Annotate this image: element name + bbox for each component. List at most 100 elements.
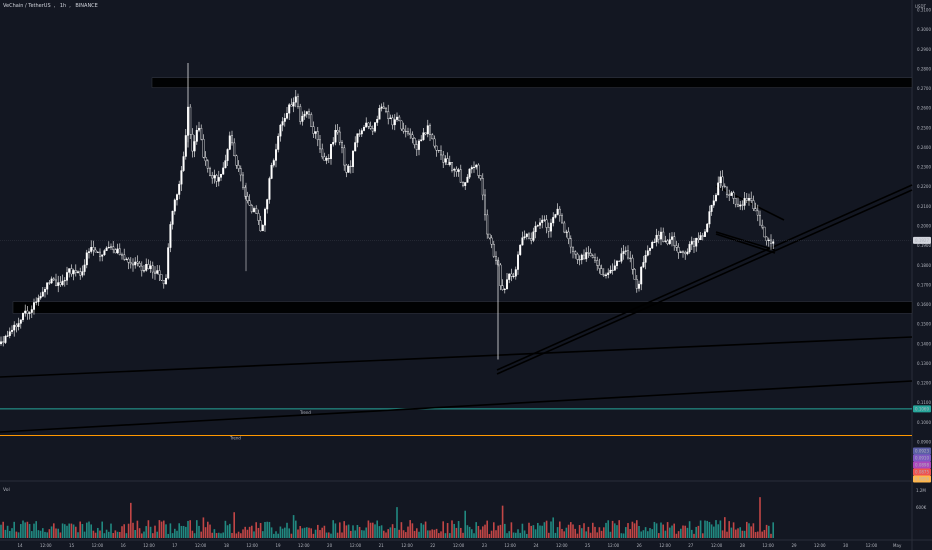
candle-body xyxy=(536,225,539,227)
volume-bar xyxy=(325,532,328,538)
volume-bar xyxy=(585,531,587,538)
volume-bar xyxy=(607,520,609,538)
volume-bar xyxy=(202,517,205,538)
volume-bar xyxy=(669,527,671,538)
volume-bar xyxy=(275,531,277,538)
candle-body xyxy=(48,282,51,284)
candle-body xyxy=(745,198,748,201)
volume-bar xyxy=(427,530,429,538)
x-tick-label: 12:00 xyxy=(866,543,878,548)
volume-bar xyxy=(702,533,704,538)
candle-body xyxy=(167,247,170,279)
volume-bar xyxy=(686,527,689,538)
volume-bar xyxy=(110,523,112,538)
candle-body xyxy=(688,244,691,253)
candle-body xyxy=(484,194,487,216)
volume-bar xyxy=(517,529,519,538)
price-badges: 0.1927 0.1069 0.0923 0.0910 0.0898 0.0875 0.08… xyxy=(913,236,931,483)
x-tick-label: 14 xyxy=(17,543,23,548)
symbol-name[interactable]: VeChain / TetherUS xyxy=(3,3,51,9)
volume-bar xyxy=(244,526,246,538)
volume-bar xyxy=(675,533,678,538)
volume-bar xyxy=(361,530,363,538)
candle-body xyxy=(620,253,623,262)
candle-body xyxy=(65,272,68,281)
candle-body xyxy=(118,248,121,255)
volume-bar xyxy=(218,532,220,538)
volume-bar xyxy=(176,530,178,538)
volume-bar xyxy=(314,529,317,538)
interval[interactable]: 1h xyxy=(59,3,67,9)
volume-bar xyxy=(438,533,440,538)
volume-bar xyxy=(724,517,726,538)
candle-body xyxy=(767,239,770,241)
x-tick-label: 21 xyxy=(379,543,385,548)
x-tick-label: 12:00 xyxy=(143,543,155,548)
candle-body xyxy=(129,262,132,265)
candle-body xyxy=(525,233,528,237)
volume-bar xyxy=(746,521,748,538)
volume-bar xyxy=(141,533,143,538)
candle-body xyxy=(565,231,568,233)
volume-bar xyxy=(497,525,499,538)
volume-bar xyxy=(108,531,110,538)
candle-body xyxy=(418,140,421,150)
candle-body xyxy=(569,238,572,248)
candle-body xyxy=(563,222,566,233)
volume-bar xyxy=(92,530,95,538)
volume-bar xyxy=(484,524,486,538)
candle-body xyxy=(301,115,304,122)
volume-bar xyxy=(409,520,411,538)
candle-body xyxy=(156,270,159,274)
candle-body xyxy=(506,279,509,290)
volume-bar xyxy=(345,525,348,538)
volume-bar xyxy=(99,530,101,538)
drawn-trendline xyxy=(496,189,913,375)
x-tick-label: 12:00 xyxy=(814,543,826,548)
volume-bar xyxy=(222,532,224,538)
candle-body xyxy=(765,236,768,241)
candle-body xyxy=(723,185,726,188)
candle-body xyxy=(345,164,348,173)
volume-bar xyxy=(506,533,508,538)
volume-bar xyxy=(658,533,660,538)
volume-bar xyxy=(147,520,150,538)
candle-body xyxy=(561,215,564,224)
volume-bar xyxy=(301,528,304,538)
volume-bar xyxy=(299,526,301,538)
candle-body xyxy=(712,200,715,206)
last-price-badge-bg xyxy=(913,236,931,244)
volume-bar xyxy=(488,534,491,538)
candle-body xyxy=(576,253,579,260)
volume-bar xyxy=(0,524,2,538)
volume-bar xyxy=(378,526,381,538)
volume-bar xyxy=(660,522,662,538)
candle-body xyxy=(283,118,286,122)
candle-body xyxy=(222,167,225,175)
volume-bar xyxy=(149,526,152,538)
drawn-trendline xyxy=(715,231,776,251)
candle-body xyxy=(715,194,718,201)
candle-body xyxy=(275,149,278,161)
candle-body xyxy=(585,252,588,260)
volume-bar xyxy=(391,524,394,538)
candle-body xyxy=(721,176,724,187)
candle-body xyxy=(490,237,493,245)
candle-body xyxy=(61,280,64,285)
volume-bar xyxy=(339,522,341,538)
candle-body xyxy=(574,251,577,255)
candle-body xyxy=(279,124,282,137)
candle-body xyxy=(492,243,495,257)
volume-bar xyxy=(127,523,130,538)
candle-body xyxy=(323,156,326,161)
x-tick-label: 16 xyxy=(121,543,127,548)
currency-label: USDT xyxy=(915,4,926,9)
candle-body xyxy=(211,175,214,179)
volume-bar xyxy=(710,524,713,538)
volume-bar xyxy=(50,526,53,538)
volume-bar xyxy=(559,521,561,538)
volume-bar xyxy=(565,527,568,538)
volume-bar xyxy=(303,527,306,538)
volume-bar xyxy=(664,530,667,538)
